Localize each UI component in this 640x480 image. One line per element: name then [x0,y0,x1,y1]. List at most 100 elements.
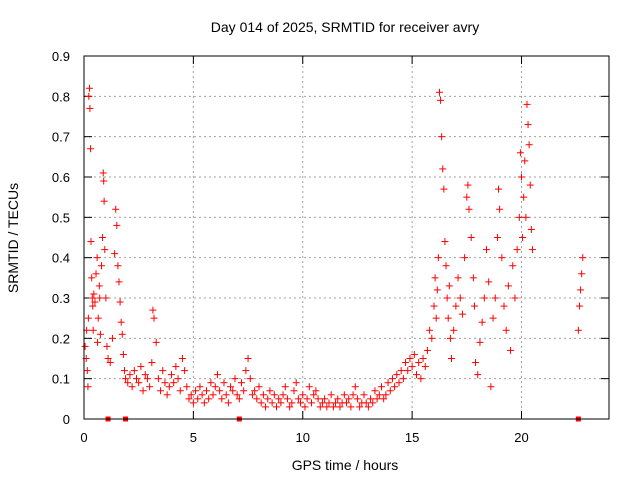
data-point [124,379,132,387]
data-point [421,363,429,371]
data-point [90,290,98,298]
data-point [161,379,169,387]
data-point [128,383,136,391]
data-point [465,205,473,213]
data-point [88,274,96,282]
data-point [229,387,237,395]
data-point [525,141,533,149]
data-point [362,399,370,407]
data-point [395,379,403,387]
data-point [310,391,318,399]
data-point [434,254,442,262]
data-point [458,310,466,318]
data-point [516,149,524,157]
data-point [467,234,475,241]
data-point [579,254,587,262]
data-point [498,254,506,262]
data-point [222,391,230,399]
data-point [491,294,499,302]
data-point [198,391,206,399]
data-point [439,165,447,173]
data-point [480,294,488,302]
data-point [157,387,165,395]
data-point [150,314,158,322]
data-point [120,367,128,375]
x-tick-label: 10 [296,430,310,445]
data-point [523,100,531,108]
data-point [216,387,224,395]
data-point [86,104,94,112]
data-point [89,302,97,310]
data-point [185,395,193,403]
data-point [170,379,178,387]
data-point [388,375,396,383]
data-point [253,395,261,403]
data-point [574,326,582,334]
chart-title: Day 014 of 2025, SRMTID for receiver avr… [211,19,479,35]
data-point [95,282,103,290]
data-point [181,367,189,375]
data-point [96,294,104,302]
data-point [275,395,283,403]
data-point [183,383,191,391]
data-point [316,403,324,411]
data-point [526,181,534,189]
data-point [433,286,441,294]
data-point [135,379,143,387]
data-point [174,375,182,383]
data-point [85,84,93,92]
data-point [397,367,405,375]
data-point [454,274,462,282]
plot-frame [83,55,610,420]
x-tick-label: 0 [80,430,87,445]
data-point [87,238,95,246]
data-point [98,262,105,270]
data-point [148,359,156,367]
data-point [168,371,175,379]
data-point [417,375,425,383]
data-point [402,359,410,367]
data-point [351,383,359,391]
data-point [264,395,272,403]
data-point [218,395,226,403]
grid-lines [84,56,609,419]
data-point [527,225,535,233]
data-point [238,379,245,387]
data-point [450,326,458,334]
data-point [266,387,274,395]
data-point [345,395,353,403]
data-point [126,371,134,379]
data-point [325,399,333,407]
data-point [399,375,407,383]
data-point [375,391,383,399]
data-point [189,399,197,407]
data-point [106,359,114,367]
data-point [240,387,248,395]
data-point [91,298,99,306]
data-point [347,403,355,411]
data-point [406,355,414,362]
data-point [290,387,298,395]
data-point [231,375,239,383]
data-point [137,363,145,371]
data-point [500,302,508,310]
x-tick-label: 20 [514,430,528,445]
data-point [84,314,92,322]
data-point [440,185,448,193]
data-point [84,383,92,391]
data-point [130,367,138,375]
data-point [518,173,525,181]
data-point [192,387,200,395]
x-tick-label: 5 [190,430,197,445]
data-point [233,391,241,399]
data-point [163,391,171,399]
data-point [489,314,497,322]
data-point [303,395,311,403]
data-point [485,278,493,286]
data-point [578,270,586,278]
data-point [81,342,89,350]
data-point [115,278,123,286]
data-point [108,334,116,342]
data-point [297,399,305,407]
